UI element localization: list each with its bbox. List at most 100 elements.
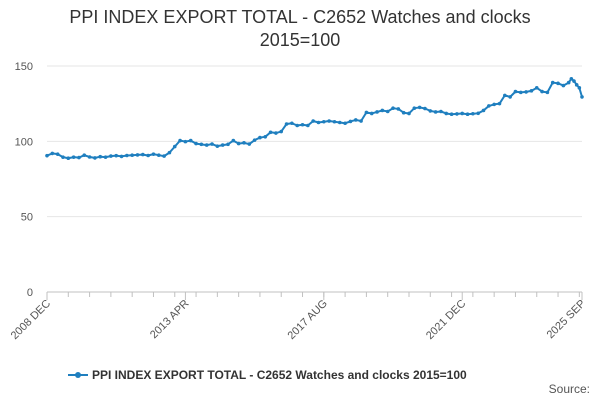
legend[interactable]: PPI INDEX EXPORT TOTAL - C2652 Watches a… xyxy=(68,366,467,384)
data-point[interactable] xyxy=(82,153,87,157)
data-point[interactable] xyxy=(327,119,331,123)
data-point[interactable] xyxy=(572,79,576,83)
data-point[interactable] xyxy=(61,155,65,159)
data-point[interactable] xyxy=(465,112,470,117)
data-point[interactable] xyxy=(199,142,204,147)
data-point[interactable] xyxy=(343,121,347,126)
data-point[interactable] xyxy=(87,155,92,159)
data-point[interactable] xyxy=(252,138,257,142)
data-point[interactable] xyxy=(109,154,113,158)
data-point[interactable] xyxy=(162,154,166,158)
data-point[interactable] xyxy=(71,155,76,159)
data-point[interactable] xyxy=(529,89,534,93)
data-point[interactable] xyxy=(385,109,390,114)
data-point[interactable] xyxy=(268,130,273,135)
data-point[interactable] xyxy=(332,119,337,124)
data-point[interactable] xyxy=(204,143,209,147)
data-point[interactable] xyxy=(316,120,321,125)
data-point[interactable] xyxy=(172,144,177,149)
data-point[interactable] xyxy=(471,111,475,116)
data-point[interactable] xyxy=(55,152,60,156)
data-point[interactable] xyxy=(524,90,528,94)
data-point[interactable] xyxy=(226,142,230,147)
data-point[interactable] xyxy=(487,104,491,108)
data-point[interactable] xyxy=(417,105,422,110)
data-point[interactable] xyxy=(508,95,512,99)
data-point[interactable] xyxy=(183,139,188,144)
data-point[interactable] xyxy=(550,80,555,85)
data-point[interactable] xyxy=(178,138,182,143)
data-point[interactable] xyxy=(50,151,55,156)
data-point[interactable] xyxy=(503,93,507,98)
data-point[interactable] xyxy=(77,155,81,160)
data-point[interactable] xyxy=(449,112,454,117)
data-point[interactable] xyxy=(279,129,284,134)
data-point[interactable] xyxy=(220,143,225,147)
data-point[interactable] xyxy=(242,141,246,145)
data-point[interactable] xyxy=(284,122,289,126)
data-point[interactable] xyxy=(391,106,395,110)
data-point[interactable] xyxy=(274,131,278,135)
data-point[interactable] xyxy=(322,119,326,124)
data-point[interactable] xyxy=(396,107,401,111)
data-point[interactable] xyxy=(412,106,417,110)
data-point[interactable] xyxy=(375,110,379,114)
data-point[interactable] xyxy=(444,111,449,116)
data-point[interactable] xyxy=(566,80,571,85)
data-point[interactable] xyxy=(545,90,550,95)
data-point[interactable] xyxy=(407,111,411,116)
data-point[interactable] xyxy=(119,154,124,159)
data-point[interactable] xyxy=(481,108,486,113)
data-point[interactable] xyxy=(295,123,300,128)
data-point[interactable] xyxy=(311,119,315,123)
data-point[interactable] xyxy=(577,86,582,90)
data-point[interactable] xyxy=(45,153,49,158)
data-point[interactable] xyxy=(306,123,310,128)
data-point[interactable] xyxy=(569,77,574,81)
data-point[interactable] xyxy=(455,112,459,116)
data-point[interactable] xyxy=(348,119,353,124)
data-point[interactable] xyxy=(556,81,560,86)
data-point[interactable] xyxy=(380,108,385,113)
data-point[interactable] xyxy=(231,138,236,143)
data-point[interactable] xyxy=(236,141,241,146)
data-point[interactable] xyxy=(513,89,518,94)
data-point[interactable] xyxy=(439,109,443,114)
data-point[interactable] xyxy=(401,110,406,115)
data-point[interactable] xyxy=(247,142,252,146)
data-point[interactable] xyxy=(433,110,438,114)
data-point[interactable] xyxy=(146,153,150,158)
data-point[interactable] xyxy=(460,111,465,116)
data-point[interactable] xyxy=(497,101,502,106)
data-point[interactable] xyxy=(476,111,480,116)
data-point[interactable] xyxy=(125,153,129,158)
data-point[interactable] xyxy=(423,106,427,111)
data-point[interactable] xyxy=(188,138,193,143)
data-point[interactable] xyxy=(263,135,268,139)
data-point[interactable] xyxy=(353,118,358,122)
data-point[interactable] xyxy=(540,89,544,94)
data-point[interactable] xyxy=(114,153,118,158)
data-point[interactable] xyxy=(103,155,108,159)
data-point[interactable] xyxy=(428,109,433,113)
data-point[interactable] xyxy=(167,150,172,155)
data-point[interactable] xyxy=(66,156,71,161)
data-point[interactable] xyxy=(337,120,342,125)
data-point[interactable] xyxy=(130,153,134,157)
data-point[interactable] xyxy=(574,83,579,87)
data-point[interactable] xyxy=(534,86,539,90)
data-point[interactable] xyxy=(580,95,584,99)
data-point[interactable] xyxy=(156,153,161,157)
data-point[interactable] xyxy=(359,119,363,123)
data-point[interactable] xyxy=(290,121,294,126)
data-point[interactable] xyxy=(369,111,374,116)
data-point[interactable] xyxy=(300,122,305,127)
data-point[interactable] xyxy=(141,152,145,157)
data-point[interactable] xyxy=(492,102,496,107)
data-point[interactable] xyxy=(258,135,262,140)
data-point[interactable] xyxy=(93,156,97,160)
data-point[interactable] xyxy=(151,152,156,156)
data-point[interactable] xyxy=(518,90,523,95)
data-point[interactable] xyxy=(561,83,566,88)
data-point[interactable] xyxy=(215,144,220,148)
